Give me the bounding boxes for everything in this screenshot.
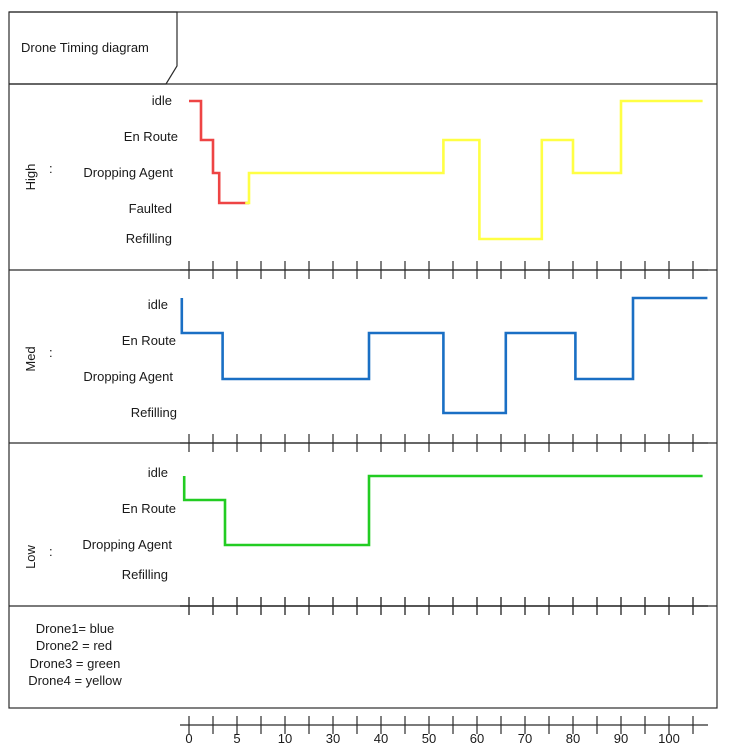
lane-name-high: High [23,164,38,191]
signal-layer [180,99,708,547]
signal-drone4 [245,99,703,241]
lane-name-low: Low [23,544,38,568]
tick-row-high [180,261,708,279]
legend-entry-drone4: Drone4 = yellow [28,673,122,688]
tick-row-med [180,434,708,452]
axis-label: 50 [422,731,436,746]
axis-label: 10 [278,731,292,746]
state-label-high-dropping-agent: Dropping Agent [83,165,173,180]
lane-colon-med: : [49,345,53,360]
state-label-med-dropping-agent: Dropping Agent [83,369,173,384]
lane-name-med: Med [23,346,38,371]
diagram-frame [8,11,718,709]
signal-drone1 [180,296,708,415]
axis-label: 90 [614,731,628,746]
legend-entry-drone2: Drone2 = red [36,638,112,653]
state-label-med-en-route: En Route [122,333,176,348]
axis-label: 60 [470,731,484,746]
state-label-med-refilling: Refilling [131,405,177,420]
state-label-low-idle: idle [148,465,168,480]
axis-label: 100 [658,731,680,746]
axis-label: 70 [518,731,532,746]
axis-label: 80 [566,731,580,746]
tick-row-legend [180,597,708,615]
state-label-high-idle: idle [152,93,172,108]
signal-drone2 [189,99,249,205]
state-label-high-refilling: Refilling [126,231,172,246]
legend-entry-drone3: Drone3 = green [30,656,121,671]
state-label-high-faulted: Faulted [129,201,172,216]
diagram-title: Drone Timing diagram [21,40,149,55]
axis-label: 40 [374,731,388,746]
axis-label: 5 [233,731,240,746]
lane-colon-low: : [49,544,53,559]
lane-colon-high: : [49,161,53,176]
state-label-high-en-route: En Route [124,129,178,144]
axis-label: 30 [326,731,340,746]
legend-entry-drone1: Drone1= blue [36,621,114,636]
state-label-low-en-route: En Route [122,501,176,516]
state-label-low-dropping-agent: Dropping Agent [82,537,172,552]
axis-label: 0 [185,731,192,746]
signal-drone3 [182,474,703,547]
tick-row-axis [180,716,708,734]
state-label-med-idle: idle [148,297,168,312]
state-label-low-refilling: Refilling [122,567,168,582]
